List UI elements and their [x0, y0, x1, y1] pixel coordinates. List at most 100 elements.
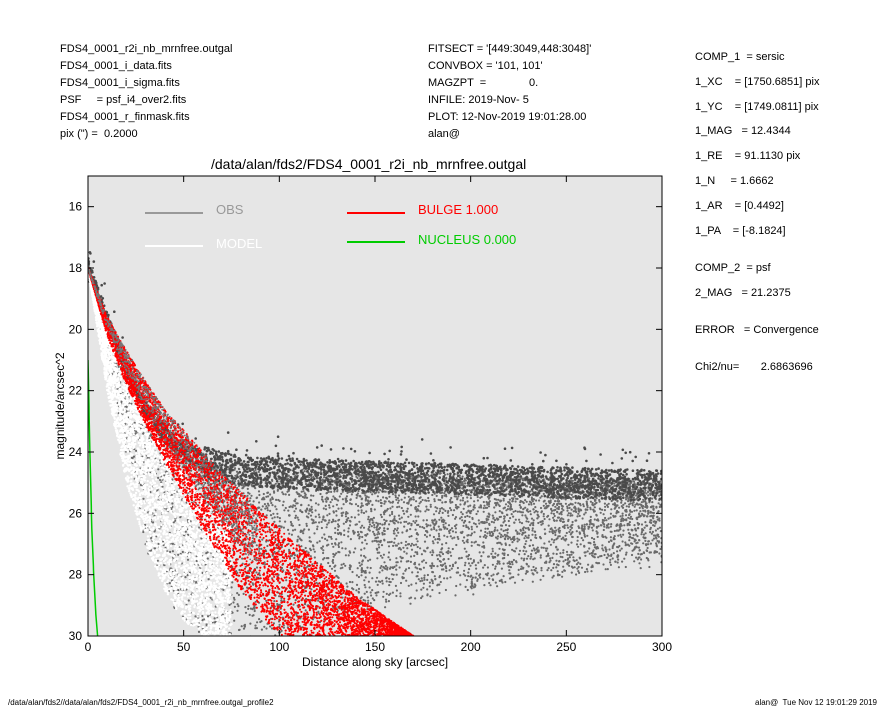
obs-point	[402, 546, 405, 549]
obs-point	[478, 551, 481, 554]
obs-point	[654, 529, 658, 532]
obs-point	[649, 528, 652, 531]
obs-point	[382, 566, 385, 569]
obs-point	[327, 521, 330, 524]
obs-point	[529, 557, 532, 560]
obs-point	[260, 547, 263, 551]
obs-point	[550, 512, 553, 515]
obs-point	[534, 506, 537, 509]
obs-point	[483, 521, 486, 525]
obs-point	[570, 550, 573, 554]
obs-point	[381, 533, 384, 536]
obs-point	[470, 580, 473, 583]
obs-point	[481, 521, 484, 524]
obs-point	[265, 599, 268, 602]
obs-point	[433, 575, 436, 578]
obs-point	[470, 541, 473, 544]
obs-point	[503, 537, 506, 540]
obs-point	[534, 530, 537, 533]
obs-point	[419, 492, 422, 495]
obs-point	[641, 505, 644, 508]
obs-point	[281, 504, 284, 507]
obs-point	[385, 580, 388, 583]
obs-point	[542, 546, 545, 549]
obs-point	[573, 506, 576, 509]
obs-point	[620, 501, 623, 504]
obs-point	[237, 605, 240, 608]
obs-point	[421, 595, 424, 598]
obs-point	[451, 530, 455, 533]
obs-point	[427, 524, 430, 527]
obs-point	[585, 568, 589, 571]
obs-point	[577, 526, 581, 530]
obs-point	[467, 571, 470, 574]
obs-point	[273, 600, 276, 603]
obs-point	[431, 582, 434, 585]
obs-point	[479, 529, 483, 532]
obs-point	[444, 509, 447, 512]
obs-point	[534, 567, 538, 570]
obs-point	[270, 501, 273, 505]
obs-point	[332, 555, 335, 558]
obs-point	[491, 563, 494, 566]
obs-point	[404, 569, 407, 572]
obs-point	[359, 495, 362, 498]
obs-point	[392, 532, 395, 535]
obs-point	[345, 499, 348, 503]
obs-point	[455, 507, 459, 510]
obs-point	[649, 531, 652, 534]
obs-point	[513, 581, 517, 584]
obs-point	[557, 497, 560, 500]
obs-point	[392, 544, 395, 548]
obs-point	[337, 507, 340, 510]
obs-point	[184, 576, 187, 579]
obs-point	[625, 551, 628, 554]
obs-point	[377, 500, 380, 503]
obs-point	[341, 498, 344, 501]
obs-point	[381, 556, 384, 559]
obs-point	[656, 527, 660, 530]
obs-point	[655, 505, 658, 508]
chart-title: /data/alan/fds2/FDS4_0001_r2i_nb_mrnfree…	[211, 156, 526, 172]
obs-point	[252, 637, 254, 639]
obs-point	[438, 591, 441, 595]
obs-point	[373, 539, 376, 542]
obs-point	[364, 569, 367, 573]
obs-point	[327, 561, 330, 565]
obs-point	[604, 516, 607, 520]
obs-point	[444, 500, 447, 504]
obs-point	[338, 518, 341, 521]
obs-point	[595, 530, 598, 533]
obs-point	[428, 534, 432, 537]
obs-point	[417, 578, 420, 581]
obs-point	[493, 506, 496, 509]
obs-point	[506, 531, 509, 534]
obs-point	[575, 573, 578, 576]
obs-point	[287, 509, 290, 512]
obs-point	[529, 513, 532, 516]
obs-point	[383, 500, 386, 503]
obs-point	[533, 549, 536, 552]
obs-point	[284, 506, 287, 510]
obs-point	[370, 510, 373, 513]
obs-point	[294, 507, 298, 510]
obs-point	[283, 509, 286, 512]
obs-point	[208, 528, 211, 531]
obs-point	[290, 522, 293, 526]
obs-point	[555, 545, 558, 549]
obs-point	[470, 525, 473, 529]
obs-point	[441, 543, 444, 546]
obs-point	[414, 521, 417, 524]
obs-point	[441, 564, 444, 568]
obs-point	[542, 512, 545, 516]
obs-point	[538, 499, 541, 502]
obs-point	[512, 497, 515, 500]
obs-point	[313, 550, 316, 553]
obs-point	[512, 558, 516, 562]
obs-point	[336, 576, 339, 579]
obs-point	[603, 525, 606, 528]
obs-point	[260, 508, 263, 511]
obs-point	[522, 559, 525, 562]
obs-point	[302, 532, 305, 535]
obs-point	[288, 493, 291, 496]
